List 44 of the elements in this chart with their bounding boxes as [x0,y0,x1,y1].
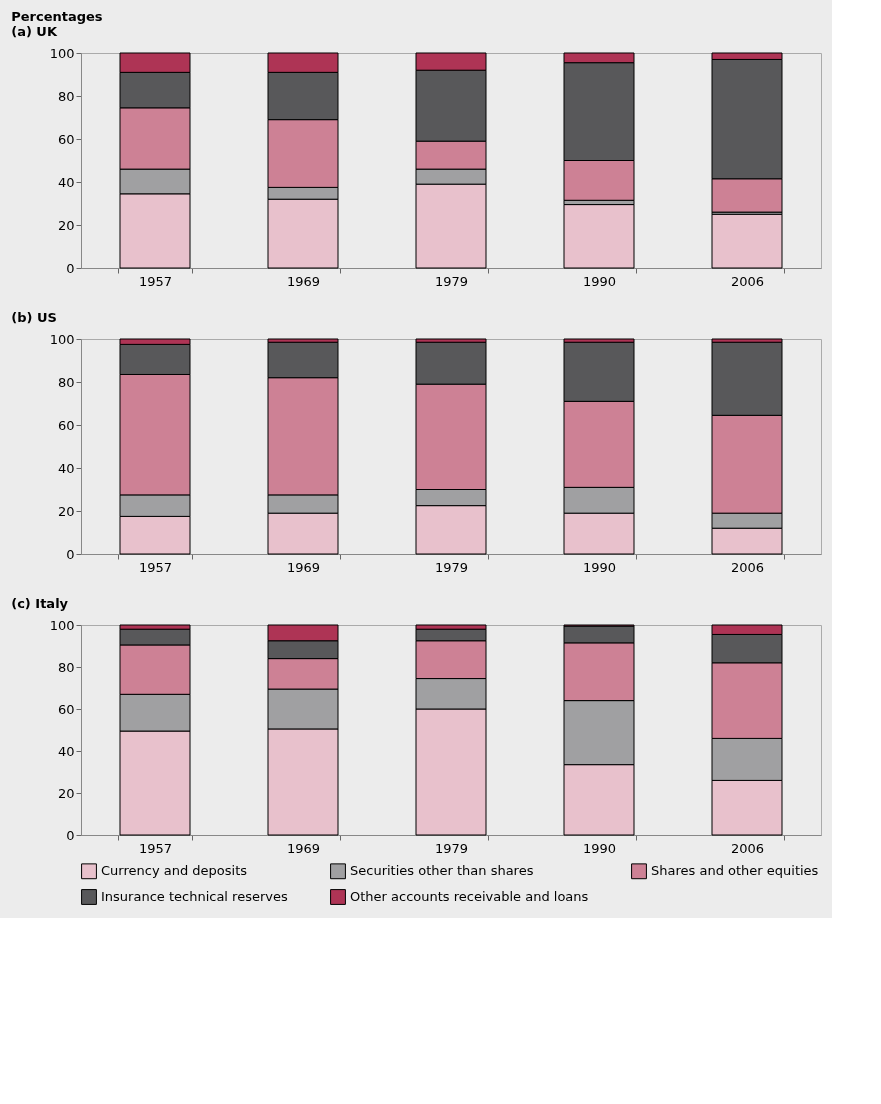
y-tick-label: 40 [57,460,75,476]
x-tick-label: 1979 [434,273,469,289]
y-tick-label: 40 [57,174,75,190]
x-tick-label: 1969 [286,559,321,575]
x-tick-label: 1990 [582,273,617,289]
x-tick-label: 1979 [434,840,469,856]
x-tick-label: 1957 [138,273,173,289]
chart-title: (c) Italy [11,596,69,611]
y-tick-label: 20 [57,217,75,233]
bar [711,213,783,269]
y-tick-label: 80 [57,88,75,104]
y-tick-label: 0 [66,546,75,562]
legend-label: Insurance technical reserves [101,889,288,904]
y-tick-label: 80 [57,374,75,390]
bar [563,204,635,269]
y-tick-label: 20 [57,503,75,519]
y-tick-label: 0 [66,260,75,276]
legend-label: Other accounts receivable and loans [350,889,589,904]
x-tick-label: 1957 [138,559,173,575]
y-tick-label: 100 [49,617,75,633]
x-tick-label: 1979 [434,559,469,575]
y-tick-label: 60 [57,701,75,717]
y-tick-label: 60 [57,131,75,147]
x-tick-label: 1969 [286,840,321,856]
chart-title: (a) UK [11,24,58,39]
y-tick-label: 100 [49,331,75,347]
legend-label: Currency and deposits [101,863,248,879]
x-tick-label: 2006 [730,840,765,856]
y-tick-label: 100 [49,45,75,61]
y-tick-label: 20 [57,785,75,801]
y-tick-label: 40 [57,743,75,759]
y-tick-label: 0 [66,827,75,843]
y-tick-label: 60 [57,417,75,433]
chart-title: (b) US [11,310,57,325]
y-axis-title: Percentages [11,9,103,24]
legend-label: Securities other than shares [350,863,534,879]
x-tick-label: 2006 [730,273,765,289]
y-tick-label: 80 [57,659,75,675]
x-tick-label: 1990 [582,559,617,575]
x-tick-label: 2006 [730,559,765,575]
x-tick-label: 1957 [138,840,173,856]
x-tick-label: 1990 [582,840,617,856]
x-tick-label: 1969 [286,273,321,289]
legend-label: Shares and other equities [651,863,819,879]
